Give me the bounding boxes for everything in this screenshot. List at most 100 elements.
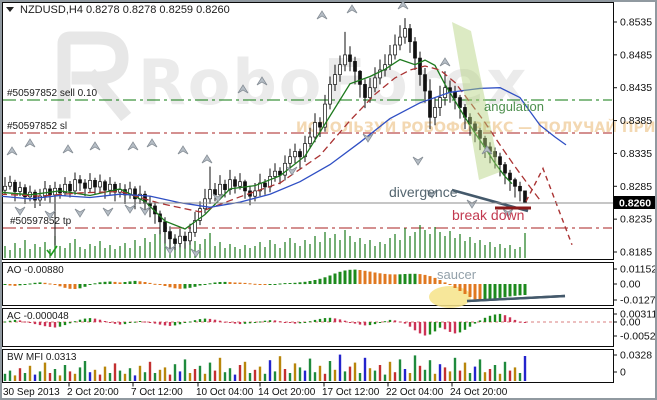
ao-bar xyxy=(463,284,467,294)
ao-bar xyxy=(433,277,437,284)
fractal-up-icon xyxy=(24,138,36,148)
ac-bar xyxy=(278,321,282,323)
bwmfi-bar xyxy=(83,361,87,381)
candle xyxy=(468,116,472,125)
chart-header: NZDUSD,H4 0.8278 0.8278 0.8259 0.8260 xyxy=(6,4,230,16)
bwmfi-bar xyxy=(488,369,492,381)
fractal-down-icon xyxy=(44,210,56,220)
saucer-highlight xyxy=(429,286,471,308)
ac-bar xyxy=(8,320,12,322)
ac-bar xyxy=(88,318,92,322)
ac-bar xyxy=(343,320,347,322)
bwmfi-bar xyxy=(218,357,222,381)
ac-bar xyxy=(353,322,357,324)
ao-bar xyxy=(293,282,297,285)
bwmfi-bar xyxy=(478,359,482,381)
ac-bar xyxy=(188,321,192,323)
ao-bar xyxy=(338,271,342,285)
ao-bar xyxy=(368,271,372,284)
ac-bar xyxy=(288,322,292,323)
ao-bar xyxy=(268,284,272,285)
ac-bar xyxy=(298,322,302,324)
candle xyxy=(198,208,202,221)
annotation-saucer: saucer xyxy=(437,267,477,282)
bwmfi-bar xyxy=(448,371,452,381)
bwmfi-bar xyxy=(193,369,197,381)
ac-bar xyxy=(403,322,407,324)
ao-bar xyxy=(313,280,317,284)
fractal-up-icon xyxy=(89,141,101,151)
fractal-down-icon xyxy=(102,207,114,217)
bwmfi-bar xyxy=(73,373,77,381)
candle xyxy=(373,77,377,89)
candle xyxy=(88,180,92,189)
candle xyxy=(423,74,427,92)
bwmfi-bar xyxy=(133,375,137,381)
ac-bar xyxy=(303,322,307,323)
candle xyxy=(343,54,347,66)
candle xyxy=(108,183,112,191)
ac-bar xyxy=(83,318,87,322)
ac-bar xyxy=(268,320,272,322)
bwmfi-bar xyxy=(383,374,387,381)
ao-bar xyxy=(13,284,17,286)
bwmfi-bar xyxy=(123,373,127,381)
indicator-tick-label: 0.00311 xyxy=(620,309,657,321)
indicator-tick-label: 0 xyxy=(620,367,626,379)
bwmfi-bar xyxy=(463,362,467,381)
bwmfi-bar xyxy=(333,369,337,381)
fractal-up-icon xyxy=(237,84,249,94)
time-tick-label: 22 Oct 04:00 xyxy=(386,387,444,398)
fractal-down-icon xyxy=(426,189,438,199)
bwmfi-bar xyxy=(338,354,342,381)
ao-bar xyxy=(83,284,87,287)
bwmfi-bar xyxy=(523,356,527,381)
ao-bar xyxy=(318,278,322,285)
bwmfi-bar xyxy=(508,370,512,381)
bwmfi-bar xyxy=(78,367,82,381)
bwmfi-panel xyxy=(2,349,614,383)
bwmfi-bar xyxy=(343,371,347,381)
fractal-down-icon xyxy=(190,248,202,258)
bwmfi-bar xyxy=(188,373,192,381)
ac-bar xyxy=(493,314,497,322)
volume-layer xyxy=(4,225,526,258)
bwmfi-bar xyxy=(418,365,422,381)
bwmfi-bar xyxy=(278,356,282,381)
candle xyxy=(368,87,372,98)
ac-bar xyxy=(413,322,417,331)
candle xyxy=(178,235,182,244)
candle xyxy=(428,90,432,118)
bwmfi-bar xyxy=(198,365,202,381)
ao-bar xyxy=(228,282,232,284)
fractal-down-icon xyxy=(362,133,374,143)
order-line-label: #50597852 sl xyxy=(7,121,67,132)
candle xyxy=(508,172,512,181)
ao-bar xyxy=(363,270,367,285)
ac-bar xyxy=(143,321,147,323)
ac-bar xyxy=(238,322,242,325)
fractal-up-icon xyxy=(481,145,493,155)
bwmfi-bar xyxy=(38,371,42,381)
bwmfi-bar xyxy=(103,366,107,381)
symbol-dropdown-icon[interactable] xyxy=(6,7,14,12)
moving-averages-layer xyxy=(0,58,573,246)
candle xyxy=(333,74,337,85)
bwmfi-bar xyxy=(413,355,417,381)
ao-bar xyxy=(303,281,307,285)
bwmfi-bar xyxy=(53,369,57,381)
ac-indicator-layer xyxy=(3,313,612,336)
bwmfi-bar xyxy=(13,375,17,381)
bwmfi-bar xyxy=(293,363,297,381)
ac-bar xyxy=(178,322,182,325)
ac-bar xyxy=(223,321,227,323)
bwmfi-bar xyxy=(143,372,147,381)
ac-bar xyxy=(388,319,392,322)
ac-bar xyxy=(118,322,122,325)
bwmfi-bar xyxy=(58,375,62,381)
ac-bar xyxy=(3,321,7,323)
ao-bar xyxy=(308,281,312,284)
indicator-tick-label: 0.00 xyxy=(620,279,641,291)
